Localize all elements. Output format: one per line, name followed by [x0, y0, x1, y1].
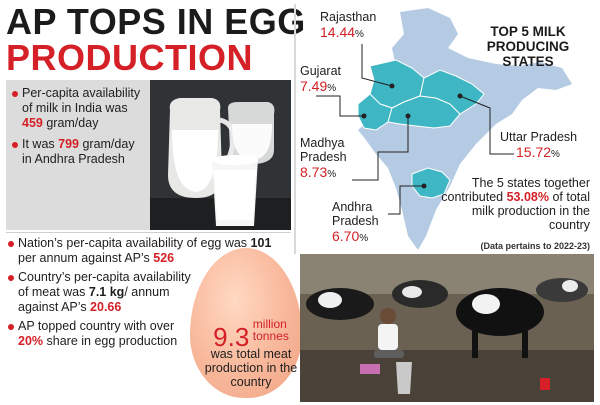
- fact-share-value: 20%: [18, 334, 44, 348]
- milk-fact-india-text: Per-capita availability of milk in India…: [22, 86, 141, 115]
- meat-production-callout: 9.3 million tonnes was total meat product…: [190, 318, 312, 389]
- fact-egg-share: AP topped country with over 20% share in…: [8, 319, 183, 349]
- fact-meat-mid: / annum against AP’s: [18, 285, 170, 314]
- state-uttar-pradesh-shape: [419, 69, 485, 115]
- india-map: [316, 8, 572, 250]
- fact-share-post: share in egg production: [43, 334, 178, 348]
- fact-meat: Country’s per-capita availability of mea…: [8, 270, 198, 315]
- state-percent-sign: %: [551, 149, 560, 160]
- section-divider: [6, 232, 291, 233]
- fact-egg-national: 101: [250, 236, 272, 250]
- state-name-line-2: Pradesh: [332, 214, 379, 228]
- column-divider: [294, 4, 296, 254]
- state-andhra-pradesh-shape: [411, 167, 451, 199]
- fact-egg: Nation’s per-capita availability of egg …: [8, 236, 276, 266]
- data-note: (Data pertains to 2022-23): [480, 241, 590, 251]
- egg-illustration: [190, 248, 302, 398]
- fact-egg-text: Nation’s per-capita availability of egg …: [18, 236, 251, 250]
- state-name: Madhya: [300, 136, 345, 150]
- summary-value: 53.08%: [506, 190, 549, 204]
- state-value: 7.49: [300, 78, 328, 94]
- state-value: 15.72: [516, 144, 552, 160]
- dot-andhra-pradesh: [421, 183, 427, 189]
- dairy-farm-illustration: [300, 254, 594, 402]
- leader-gujarat: [316, 95, 364, 117]
- map-summary: The 5 states together contributed 53.08%…: [440, 176, 590, 232]
- dot-gujarat: [361, 113, 367, 119]
- state-label-gujarat: Gujarat 7.49%: [300, 64, 341, 97]
- map-title-line-1: TOP 5 MILK: [490, 24, 566, 39]
- milk-fact-ap-text: It was: [22, 137, 59, 151]
- state-label-uttar-pradesh: Uttar Pradesh 15.72%: [500, 130, 577, 163]
- milk-fact-ap-value: 799: [58, 137, 79, 151]
- state-percent-sign: %: [359, 233, 369, 244]
- fact-meat-text: Country’s per-capita availability of mea…: [18, 270, 191, 299]
- state-percent-sign: %: [355, 29, 364, 40]
- milk-fact-india: Per-capita availability of milk in India…: [12, 86, 147, 131]
- fact-share-text: AP topped country with over: [18, 319, 175, 333]
- state-percent-sign: %: [327, 83, 337, 94]
- unit-line-1: million: [252, 317, 287, 331]
- state-value: 14.44: [320, 24, 356, 40]
- fact-meat-ap: 20.66: [90, 300, 122, 314]
- leader-rajasthan: [361, 44, 393, 87]
- milk-jugs-photo: [150, 80, 291, 230]
- state-percent-sign: %: [327, 169, 337, 180]
- fact-meat-national: 7.1 kg: [88, 285, 125, 299]
- facts-list: Nation’s per-capita availability of egg …: [8, 236, 278, 353]
- milk-fact-ap-unit: gram/day in Andhra Pradesh: [22, 137, 135, 166]
- leader-uttar-pradesh: [459, 95, 514, 155]
- milk-jugs-illustration: [150, 80, 291, 230]
- dairy-farm-photo: [300, 254, 594, 402]
- state-name: Rajasthan: [320, 10, 377, 24]
- state-label-andhra-pradesh: Andhra Pradesh 6.70%: [332, 200, 379, 247]
- state-label-rajasthan: Rajasthan 14.44%: [320, 10, 376, 43]
- leader-andhra-pradesh: [388, 185, 424, 215]
- milk-facts-list: Per-capita availability of milk in India…: [12, 86, 147, 167]
- fact-egg-ap: 526: [153, 251, 175, 265]
- state-name: Gujarat: [300, 64, 341, 78]
- state-madhya-pradesh-shape: [387, 95, 461, 129]
- state-name: Andhra: [332, 200, 373, 214]
- headline-line-2: PRODUCTION: [6, 37, 253, 78]
- summary-post: of total milk production in the country: [471, 190, 590, 232]
- state-label-madhya-pradesh: Madhya Pradesh 8.73%: [300, 136, 347, 183]
- state-value: 6.70: [332, 228, 360, 244]
- milk-fact-ap: It was 799 gram/day in Andhra Pradesh: [12, 137, 147, 167]
- dot-madhya-pradesh: [405, 113, 411, 119]
- unit-line-2: tonnes: [252, 329, 289, 343]
- leader-madhya-pradesh: [352, 116, 409, 181]
- meat-production-caption: was total meat production in the country: [204, 347, 298, 389]
- dot-rajasthan: [389, 83, 395, 89]
- state-value: 8.73: [300, 164, 328, 180]
- fact-egg-mid: per annum against AP’s: [18, 251, 154, 265]
- milk-fact-india-value: 459: [22, 116, 43, 130]
- dot-uttar-pradesh: [457, 93, 463, 99]
- milk-fact-india-unit: gram/day: [42, 116, 99, 130]
- summary-text: The 5 states together contributed: [441, 176, 590, 204]
- map-title-line-2: PRODUCING: [486, 39, 570, 54]
- headline-line-1: AP TOPS IN EGG: [6, 1, 306, 42]
- meat-production-value: 9.3: [213, 322, 250, 352]
- state-name: Uttar Pradesh: [500, 130, 578, 144]
- meat-production-unit: million tonnes: [253, 318, 289, 342]
- state-name-line-2: Pradesh: [300, 150, 347, 164]
- map-title-line-3: STATES: [502, 54, 554, 69]
- map-title: TOP 5 MILK PRODUCING STATES: [468, 24, 588, 69]
